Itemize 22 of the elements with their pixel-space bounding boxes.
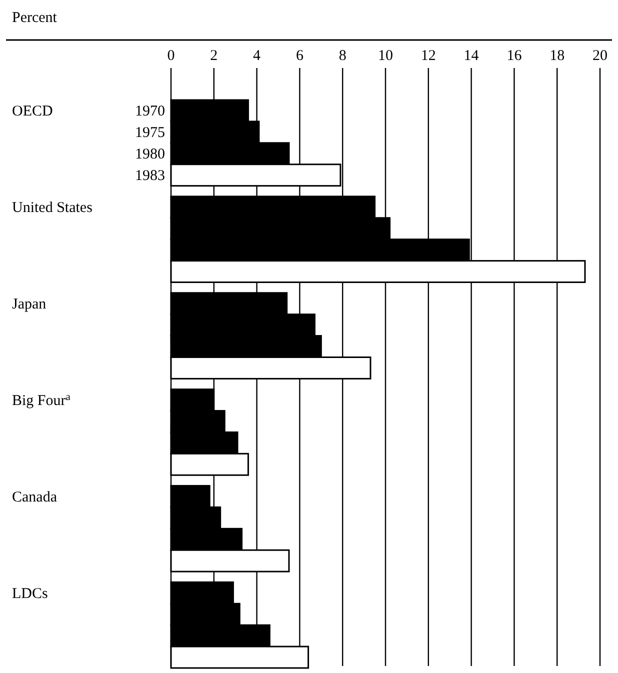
y-tick-label: Canada xyxy=(12,489,58,506)
y-tick-label: Big Four$^{a}$ xyxy=(12,392,71,410)
y-tick-label: United States xyxy=(12,200,93,216)
y-tick-label: LDCs xyxy=(12,586,48,602)
x-tick-label: 18 xyxy=(550,48,565,64)
x-tick-label: 20 xyxy=(592,48,608,64)
x-tick-label: 6 xyxy=(296,48,304,64)
y-tick-label: OECD xyxy=(12,104,53,120)
x-tick-label: 16 xyxy=(506,48,522,64)
x-tick-label: 8 xyxy=(338,48,346,64)
series-label: 1975 xyxy=(135,125,165,142)
x-axis-title: Percent xyxy=(12,10,58,26)
series-label: 1970 xyxy=(135,104,165,120)
x-tick-label: 12 xyxy=(420,48,436,64)
x-tick-label: 0 xyxy=(167,48,175,64)
y-tick-label: Japan xyxy=(12,296,47,313)
x-tick-label: 2 xyxy=(210,48,218,64)
x-tick-label: 10 xyxy=(378,48,393,64)
series-label: 1980 xyxy=(135,146,165,163)
x-tick-label: 14 xyxy=(464,48,480,64)
x-tick-label: 4 xyxy=(253,48,262,64)
series-label: 1983 xyxy=(135,168,165,184)
